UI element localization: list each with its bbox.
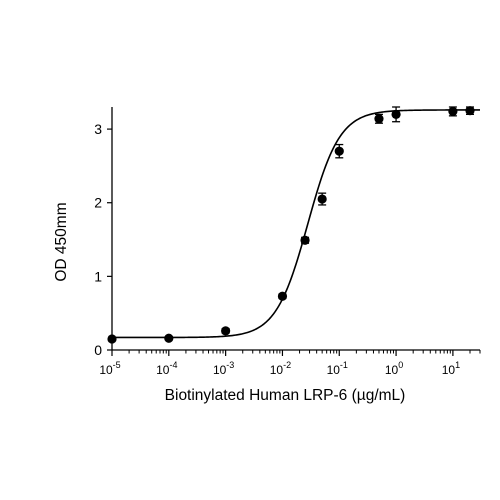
data-point — [300, 235, 310, 245]
y-tick-label: 0 — [94, 342, 102, 358]
data-point — [277, 291, 288, 301]
fit-curve — [112, 109, 480, 339]
x-tick-label: 10-3 — [213, 360, 234, 377]
x-tick-label: 10-1 — [327, 360, 348, 377]
data-point — [448, 106, 458, 117]
y-tick-label: 2 — [94, 195, 102, 211]
x-tick-label: 10-4 — [156, 360, 177, 377]
x-tick-label: 100 — [385, 360, 403, 377]
x-tick-label: 101 — [442, 360, 460, 377]
y-tick-label: 3 — [94, 121, 102, 137]
x-axis-label: Biotinylated Human LRP-6 (µg/mL) — [165, 387, 406, 404]
data-point — [391, 109, 401, 119]
data-point — [465, 106, 475, 116]
data-point — [164, 333, 174, 343]
y-tick-label: 1 — [94, 268, 102, 284]
x-tick-label: 10-2 — [270, 360, 291, 377]
data-point — [221, 326, 231, 336]
data-point — [107, 334, 117, 344]
data-point — [317, 194, 327, 204]
y-axis-label: OD 450mm — [53, 202, 70, 281]
data-point — [374, 114, 384, 124]
x-tick-label: 10-5 — [99, 360, 120, 377]
data-point — [334, 146, 344, 156]
